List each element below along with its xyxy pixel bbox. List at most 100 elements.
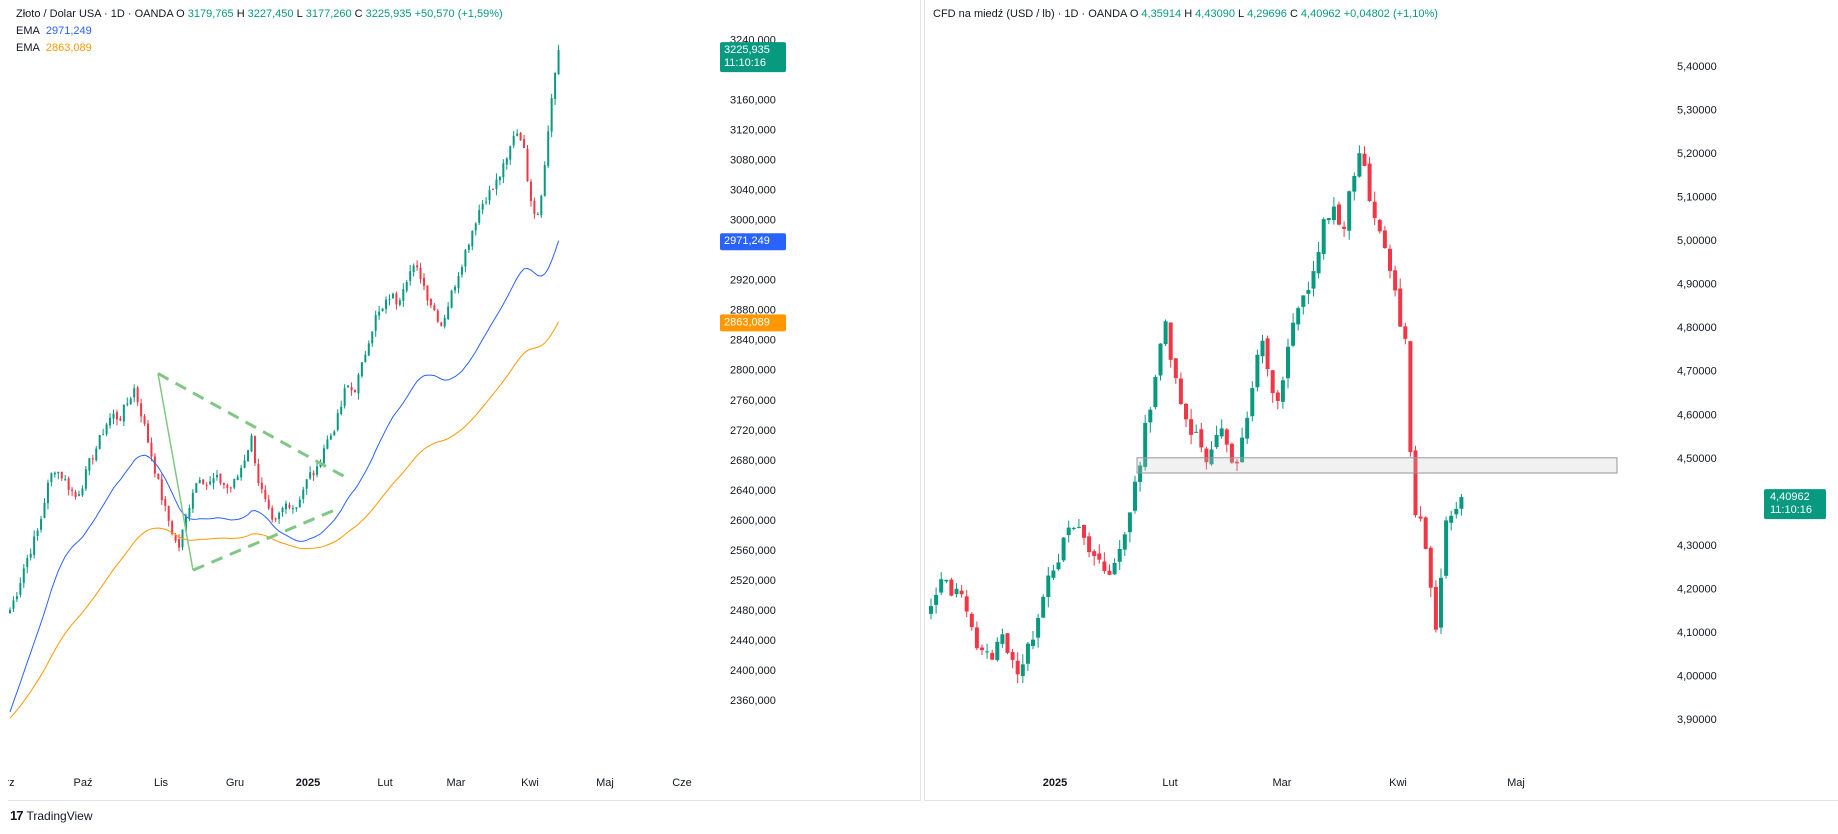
candle-body	[980, 647, 984, 651]
candle-body	[143, 416, 146, 424]
gold-symbol-title[interactable]: Złoto / Dolar USA · 1D · OANDA	[16, 8, 174, 20]
candle-body	[91, 458, 94, 460]
candle-body	[367, 343, 370, 356]
candle-body	[195, 483, 198, 493]
candle-body	[309, 472, 312, 479]
candle-body	[233, 478, 236, 488]
candle-body	[271, 508, 274, 520]
open-value: 4,35914	[1141, 8, 1182, 20]
gold-legend: Złoto / Dolar USA · 1D · OANDA O 3179,765…	[16, 6, 503, 57]
candle-body	[944, 579, 949, 582]
candle-body	[126, 403, 129, 405]
candle-body	[1286, 346, 1290, 379]
candle-body	[1454, 508, 1459, 515]
candle-body	[319, 464, 322, 467]
gold-chart-pane[interactable]: Złoto / Dolar USA · 1D · OANDA O 3179,765…	[8, 0, 921, 801]
copper-chart-pane[interactable]: CFD na miedź (USD / lb) · 1D · OANDA O 4,…	[924, 0, 1838, 801]
candle-body	[536, 214, 539, 216]
close-value: 3225,935	[365, 8, 412, 20]
candle-body	[350, 387, 353, 391]
candle-body	[88, 458, 91, 471]
candle-body	[1301, 295, 1306, 307]
candle-body	[209, 481, 212, 485]
tradingview-logo-icon[interactable]: 17	[10, 808, 24, 823]
candle-body	[285, 503, 287, 510]
candle-body	[1316, 252, 1321, 274]
candle-body	[329, 435, 332, 440]
candle-body	[1224, 429, 1229, 445]
y-tick-label: 4,70000	[1677, 366, 1717, 378]
candle-body	[133, 388, 136, 398]
ema-slow-label: EMA	[16, 42, 40, 54]
candle-body	[122, 404, 125, 422]
candle-body	[240, 467, 243, 478]
x-tick-label: rz	[8, 777, 15, 789]
candle-body	[60, 471, 63, 479]
candle-body	[440, 322, 443, 326]
y-tick-label: 2360,000	[730, 695, 776, 707]
brand-label[interactable]: TradingView	[26, 808, 93, 823]
candle-body	[36, 530, 39, 536]
candle-body	[1229, 443, 1234, 463]
candle-body	[274, 518, 277, 520]
candle-body	[1112, 563, 1117, 575]
candle-body	[1255, 354, 1260, 388]
candle-body	[109, 417, 112, 426]
candle-body	[498, 176, 501, 181]
candle-body	[216, 474, 218, 478]
gold-candlestick-chart[interactable]: 3240,0003160,0003120,0003080,0003040,000…	[8, 0, 920, 800]
open-label: O	[1129, 8, 1139, 20]
candle-body	[19, 582, 22, 595]
candle-body	[347, 385, 350, 388]
candle-body	[40, 519, 43, 530]
candle-body	[509, 146, 512, 160]
triangle-side-line	[157, 373, 194, 571]
candle-body	[119, 418, 122, 421]
y-tick-label: 2840,000	[730, 335, 776, 347]
candle-body	[1097, 553, 1102, 560]
copper-candlestick-chart[interactable]: 5,40000 5,30000 5,20000 5,10000 5,00000 4,900…	[925, 0, 1838, 800]
close-value: 4,40962	[1300, 8, 1341, 20]
candle-body	[929, 606, 933, 614]
candle-body	[1280, 380, 1285, 402]
candle-body	[1071, 527, 1076, 529]
candle-body	[291, 508, 294, 510]
candle-body	[164, 498, 167, 506]
candle-body	[505, 158, 508, 165]
ema-fast-legend[interactable]: EMA 2971,249	[16, 23, 503, 40]
candle-body	[954, 588, 959, 595]
y-tick-label: 2880,000	[730, 305, 776, 317]
x-tick-label: 2025	[296, 777, 320, 789]
candle-body	[295, 507, 298, 509]
y-tick-label: 4,20000	[1677, 583, 1717, 595]
candle-body	[1127, 512, 1132, 533]
x-tick-label: Mar	[447, 777, 466, 789]
candle-body	[409, 271, 412, 281]
candle-body	[1148, 409, 1153, 423]
y-tick-label: 2560,000	[730, 545, 776, 557]
candle-body	[1189, 419, 1194, 435]
candle-body	[1092, 551, 1097, 557]
candle-body	[478, 210, 481, 223]
last-price-tag-bg	[720, 42, 786, 73]
candle-body	[302, 489, 305, 499]
candle-body	[1265, 338, 1270, 370]
candle-body	[1087, 536, 1092, 553]
candle-body	[1362, 153, 1367, 166]
last-price-tag-text: 11:10:16	[1770, 504, 1812, 516]
ema-slow-legend[interactable]: EMA 2863,089	[16, 40, 503, 57]
candle-body	[1352, 175, 1357, 192]
support-zone	[1136, 457, 1618, 474]
y-tick-label: 3000,000	[730, 215, 776, 227]
candle-body	[526, 148, 529, 182]
candle-body	[388, 299, 391, 301]
candle-body	[53, 472, 56, 475]
candle-body	[364, 354, 367, 362]
copper-symbol-title[interactable]: CFD na miedź (USD / lb) · 1D · OANDA	[933, 8, 1127, 20]
candle-body	[191, 492, 194, 509]
ema-fast-line	[9, 240, 560, 713]
candle-body	[229, 487, 232, 489]
candle-body	[1270, 370, 1275, 393]
candle-body	[423, 277, 425, 286]
candle-body	[1138, 465, 1143, 482]
